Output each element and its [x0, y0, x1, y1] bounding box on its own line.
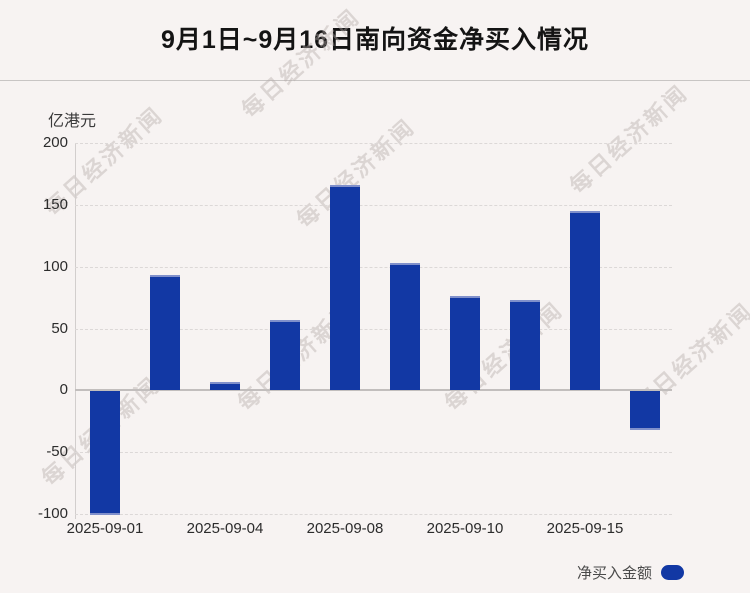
- y-tick-label: -100: [37, 505, 68, 522]
- bar: [150, 275, 180, 391]
- bar: [570, 211, 600, 391]
- gridline: [75, 514, 672, 515]
- bar: [210, 381, 240, 391]
- watermark: 每日经济新闻: [564, 79, 694, 199]
- legend-label: 净买入金额: [576, 565, 652, 582]
- y-tick-label: -50: [46, 443, 68, 461]
- zero-gridline: [75, 389, 672, 392]
- bar: [630, 391, 660, 430]
- watermark: 每日经济新闻: [236, 3, 366, 123]
- bar: [390, 262, 420, 391]
- legend: 净买入金额: [577, 562, 684, 583]
- y-tick-label: 200: [42, 134, 68, 151]
- page-title: 9月1日~9月16日南向资金净买入情况: [160, 26, 590, 54]
- y-tick-label: 100: [42, 257, 68, 275]
- y-tick-label: 0: [59, 381, 68, 399]
- gridline: [75, 266, 672, 268]
- x-tick-label: 2025-09-04: [186, 520, 264, 537]
- bar: [330, 185, 360, 391]
- bar: [510, 300, 540, 391]
- x-tick-label: 2025-09-01: [66, 520, 144, 537]
- gridline: [75, 143, 672, 144]
- y-tick-label: 50: [51, 319, 68, 337]
- x-tick-label: 2025-09-15: [546, 520, 624, 537]
- gridline: [75, 452, 672, 454]
- y-tick-label: 150: [42, 195, 68, 213]
- y-axis-line: [75, 143, 76, 519]
- y-axis-unit-label: 亿港元: [48, 113, 97, 130]
- bar: [90, 391, 120, 515]
- gridline: [75, 204, 672, 206]
- bar: [270, 319, 300, 391]
- bar: [450, 296, 480, 391]
- gridline: [75, 328, 672, 330]
- title-divider: [0, 80, 750, 81]
- x-tick-label: 2025-09-08: [306, 520, 384, 537]
- legend-swatch: [661, 565, 684, 580]
- x-tick-label: 2025-09-10: [426, 520, 504, 537]
